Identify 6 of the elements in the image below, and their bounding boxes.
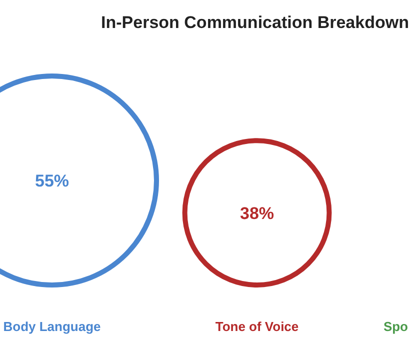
data-label: 38% [240,204,274,223]
category-label: Tone of Voice [215,319,299,334]
data-label: 55% [34,172,70,190]
category-label: Spo [383,319,408,334]
category-label: Body Language [3,319,101,334]
text: In-Person Communication Breakdown [101,13,409,32]
